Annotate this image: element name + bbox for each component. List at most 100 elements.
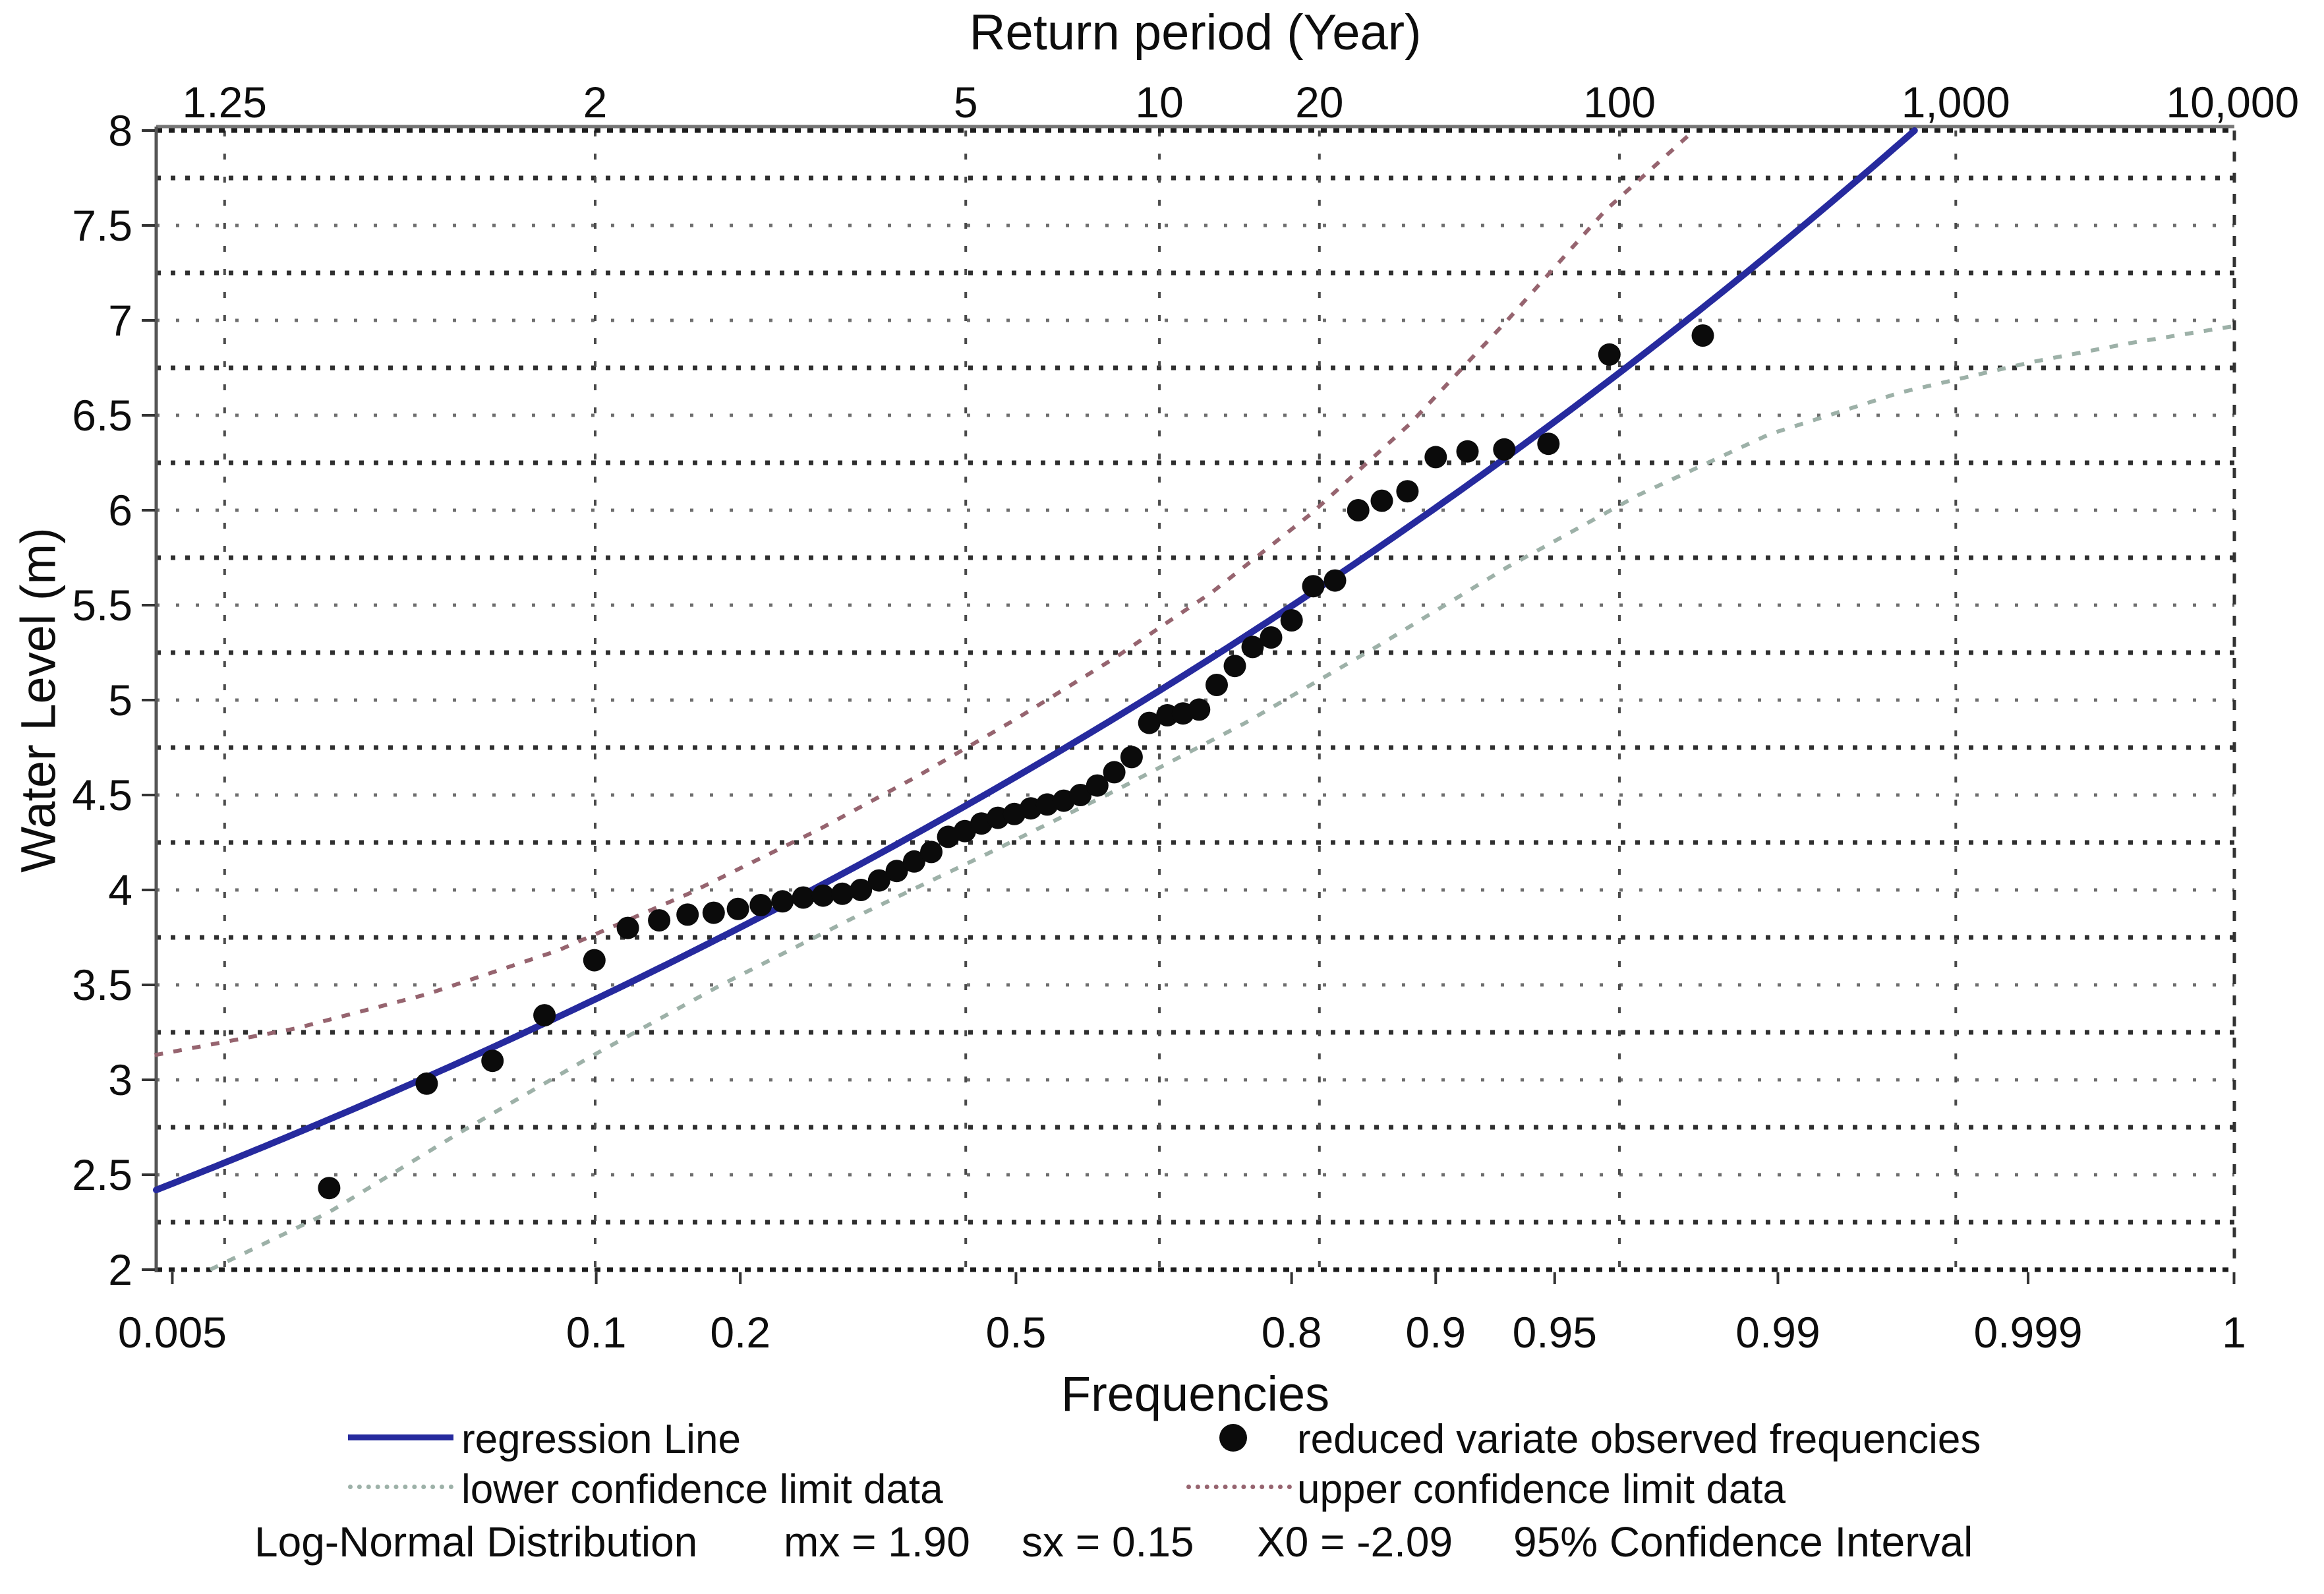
top-axis-title: Return period (Year) <box>969 5 1422 61</box>
observed-point <box>885 860 908 883</box>
observed-point <box>850 879 873 901</box>
observed-point <box>1424 446 1447 469</box>
left-tick-label: 5 <box>108 676 132 724</box>
observed-point <box>1120 746 1143 769</box>
top-tick-label: 1,000 <box>1902 78 2010 127</box>
observed-point <box>726 897 749 920</box>
vertical-gridlines <box>223 131 1958 1270</box>
left-tick-label: 3 <box>108 1055 132 1104</box>
observed-point <box>1206 674 1228 696</box>
left-tick-label: 4 <box>108 866 132 914</box>
legend-label-regression: regression Line <box>461 1417 741 1462</box>
observed-point <box>1188 698 1211 721</box>
observed-point <box>481 1049 504 1073</box>
observed-point <box>867 869 890 892</box>
y-axis-title: Water Level (m) <box>11 527 66 873</box>
observed-point <box>1069 784 1092 806</box>
observed-point <box>1691 324 1714 347</box>
observed-point <box>1086 774 1109 797</box>
legend-observed-dot-swatch <box>1219 1424 1247 1452</box>
observed-point <box>749 894 772 916</box>
left-tick-label: 2.5 <box>72 1150 132 1199</box>
bottom-axis-tick-labels: 0.005 0.1 0.2 0.5 0.8 0.9 0.95 0.99 0.999 1 <box>118 1272 2246 1357</box>
confidence-interval-label: 95% Confidence Interval <box>1513 1518 1973 1566</box>
top-tick-label: 1.25 <box>183 78 267 127</box>
observed-point <box>1598 343 1621 366</box>
top-tick-label: 20 <box>1295 78 1343 127</box>
observed-point <box>533 1004 556 1027</box>
legend-upper-cl-swatch <box>1186 1485 1292 1489</box>
observed-point <box>616 916 639 939</box>
top-tick-label: 100 <box>1583 78 1656 127</box>
bottom-tick-label: 0.2 <box>710 1308 770 1357</box>
bottom-tick-label: 0.005 <box>118 1308 227 1357</box>
left-tick-label: 3.5 <box>72 960 132 1009</box>
observed-point <box>702 901 725 924</box>
bottom-tick-label: 0.99 <box>1735 1308 1820 1357</box>
left-tick-label: 4.5 <box>72 771 132 819</box>
observed-point <box>1456 440 1479 463</box>
top-tick-label: 10 <box>1135 78 1183 127</box>
bottom-tick-label: 0.1 <box>566 1308 627 1357</box>
left-tick-label: 6.5 <box>72 391 132 440</box>
observed-point <box>1280 609 1303 632</box>
observed-point <box>1396 480 1419 503</box>
observed-point <box>831 882 854 905</box>
observed-point <box>1537 432 1560 456</box>
top-tick-label: 10,000 <box>2166 78 2299 127</box>
observed-point <box>771 890 794 913</box>
upper-confidence-limit-curve <box>154 129 1696 1057</box>
plot-borders <box>154 125 2236 1272</box>
observed-point <box>648 909 671 932</box>
left-tick-label: 8 <box>108 106 132 155</box>
bottom-tick-label: 0.95 <box>1513 1308 1597 1357</box>
observed-point <box>1223 655 1246 678</box>
observed-points <box>318 324 1714 1200</box>
observed-point <box>676 903 699 926</box>
regression-line <box>153 127 1918 1194</box>
lower-confidence-limit-curve <box>209 324 2235 1272</box>
left-tick-label: 6 <box>108 486 132 535</box>
observed-point <box>1323 569 1347 592</box>
observed-point <box>903 850 925 873</box>
bottom-tick-label: 1 <box>2222 1308 2246 1357</box>
observed-point <box>1103 761 1126 784</box>
observed-point <box>1138 711 1161 734</box>
observed-point <box>1241 635 1264 659</box>
x-axis-title: Frequencies <box>1060 1367 1330 1421</box>
observed-point <box>920 841 943 864</box>
bottom-tick-label: 0.8 <box>1262 1308 1322 1357</box>
observed-point <box>1260 626 1283 649</box>
observed-point <box>318 1177 341 1200</box>
observed-point <box>811 884 834 907</box>
left-axis-tick-labels: 2 2.5 3 3.5 4 4.5 5 5.5 6 6.5 7 7.5 8 <box>72 106 155 1294</box>
stat-mx: mx = 1.90 <box>784 1518 970 1566</box>
confidence-limit-curves <box>154 129 2235 1272</box>
legend-regression-line-swatch <box>348 1434 453 1440</box>
legend-lower-cl-swatch <box>348 1485 453 1489</box>
distribution-name: Log-Normal Distribution <box>254 1518 698 1566</box>
bottom-tick-label: 0.9 <box>1405 1308 1466 1357</box>
legend-label-observed: reduced variate observed frequencies <box>1297 1417 1981 1462</box>
legend-label-lower-cl: lower confidence limit data <box>461 1467 943 1512</box>
stat-sx: sx = 0.15 <box>1022 1518 1194 1566</box>
observed-point <box>792 886 815 909</box>
left-tick-label: 7.5 <box>72 201 132 250</box>
left-tick-label: 5.5 <box>72 581 132 630</box>
bottom-tick-label: 0.999 <box>1973 1308 2082 1357</box>
observed-point <box>1370 489 1393 512</box>
top-axis-tick-labels: 1.25 2 5 10 20 100 1,000 10,000 <box>183 78 2300 127</box>
observed-point <box>583 949 606 972</box>
top-tick-label: 2 <box>583 78 608 127</box>
legend-label-upper-cl: upper confidence limit data <box>1297 1467 1786 1512</box>
observed-point <box>1493 438 1516 461</box>
stat-x0: X0 = -2.09 <box>1257 1518 1453 1566</box>
observed-point <box>415 1072 438 1095</box>
observed-point <box>1347 499 1370 521</box>
left-tick-label: 2 <box>108 1245 132 1294</box>
bottom-tick-label: 0.5 <box>986 1308 1047 1357</box>
left-tick-label: 7 <box>108 296 132 345</box>
observed-point <box>1302 575 1325 598</box>
